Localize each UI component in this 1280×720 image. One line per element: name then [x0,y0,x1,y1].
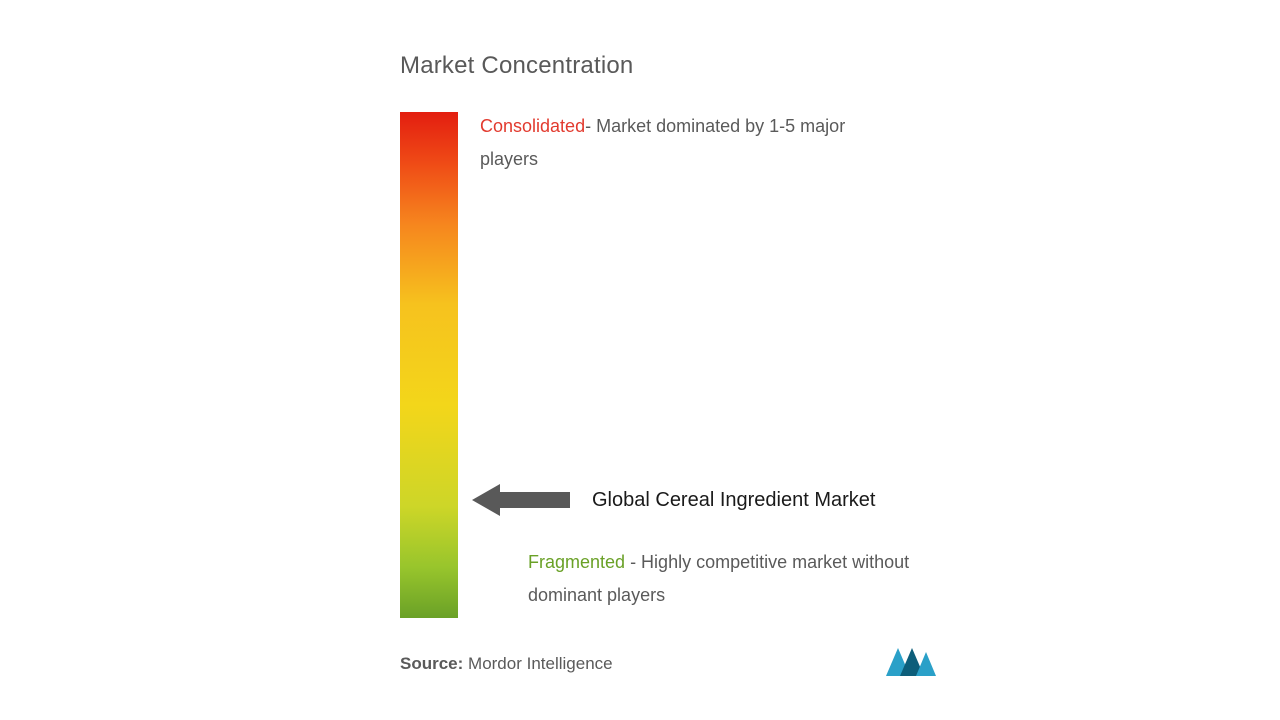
source-label: Source: [400,654,463,673]
arrow-left-icon [472,484,570,516]
consolidated-keyword: Consolidated [480,116,585,136]
source-value: Mordor Intelligence [468,654,613,673]
fragmented-description: Fragmented - Highly competitive market w… [528,546,948,613]
market-marker-label: Global Cereal Ingredient Market [592,489,875,512]
market-marker: Global Cereal Ingredient Market [472,484,875,516]
mordor-logo-icon [886,648,936,676]
fragmented-keyword: Fragmented [528,552,625,572]
infographic-canvas: Market Concentration Consolidated- Marke… [0,0,1280,720]
consolidated-description: Consolidated- Market dominated by 1-5 ma… [480,110,860,177]
source-attribution: Source: Mordor Intelligence [400,654,613,674]
chart-title: Market Concentration [400,52,633,80]
concentration-gradient-bar [400,112,458,618]
logo-shape-3 [916,652,936,676]
arrow-shape [472,484,570,516]
